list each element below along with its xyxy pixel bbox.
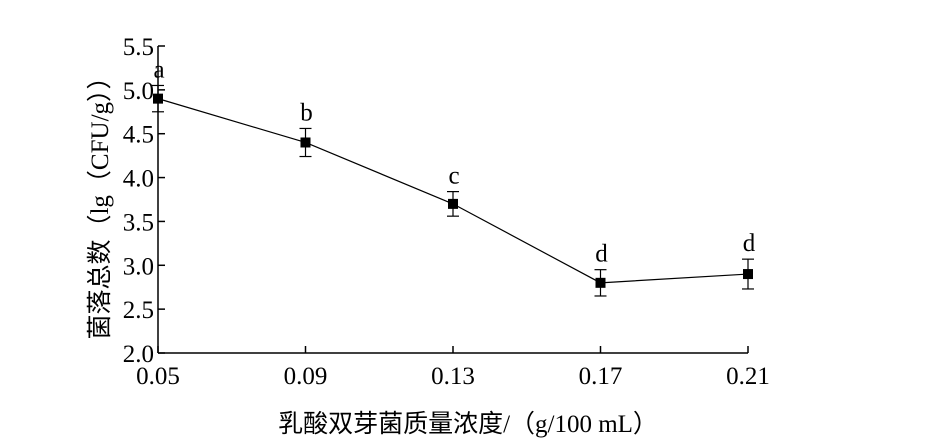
y-tick-label: 3.0 [123,253,154,280]
y-tick-label: 4.0 [123,166,154,193]
significance-label: a [153,56,164,83]
x-tick-label: 0.21 [726,363,770,390]
plot-area: a b c d d [152,56,756,297]
series-line [157,98,749,284]
x-tick-label: 0.13 [431,363,475,390]
data-point [300,137,311,148]
y-tick-label: 4.5 [123,122,154,149]
data-point [743,269,753,280]
x-axis-title: 乳酸双芽菌质量浓度/（g/100 mL） [278,410,658,438]
x-tick-label: 0.05 [136,363,180,390]
y-tick-label: 3.5 [123,209,154,236]
y-axis-title: 菌落总数（lg（CFU/g）） [86,64,114,339]
significance-label: d [595,241,608,268]
y-tick-label: 2.0 [123,341,154,368]
y-tick-label: 5.5 [123,34,154,61]
x-tick-label: 0.17 [579,363,623,390]
y-tick-label: 2.5 [123,297,154,324]
data-point [448,198,458,209]
significance-label: d [743,230,756,257]
significance-label: b [300,99,313,126]
x-tick-label: 0.09 [284,363,328,390]
y-tick-label: 5.0 [123,78,154,105]
data-point [595,277,606,288]
axes: 2.0 2.5 3.0 3.5 4.0 4.5 5.0 5.5 0.05 0.09 0.13 0.17… [123,34,770,390]
significance-label: c [448,163,459,190]
data-point [153,93,163,104]
